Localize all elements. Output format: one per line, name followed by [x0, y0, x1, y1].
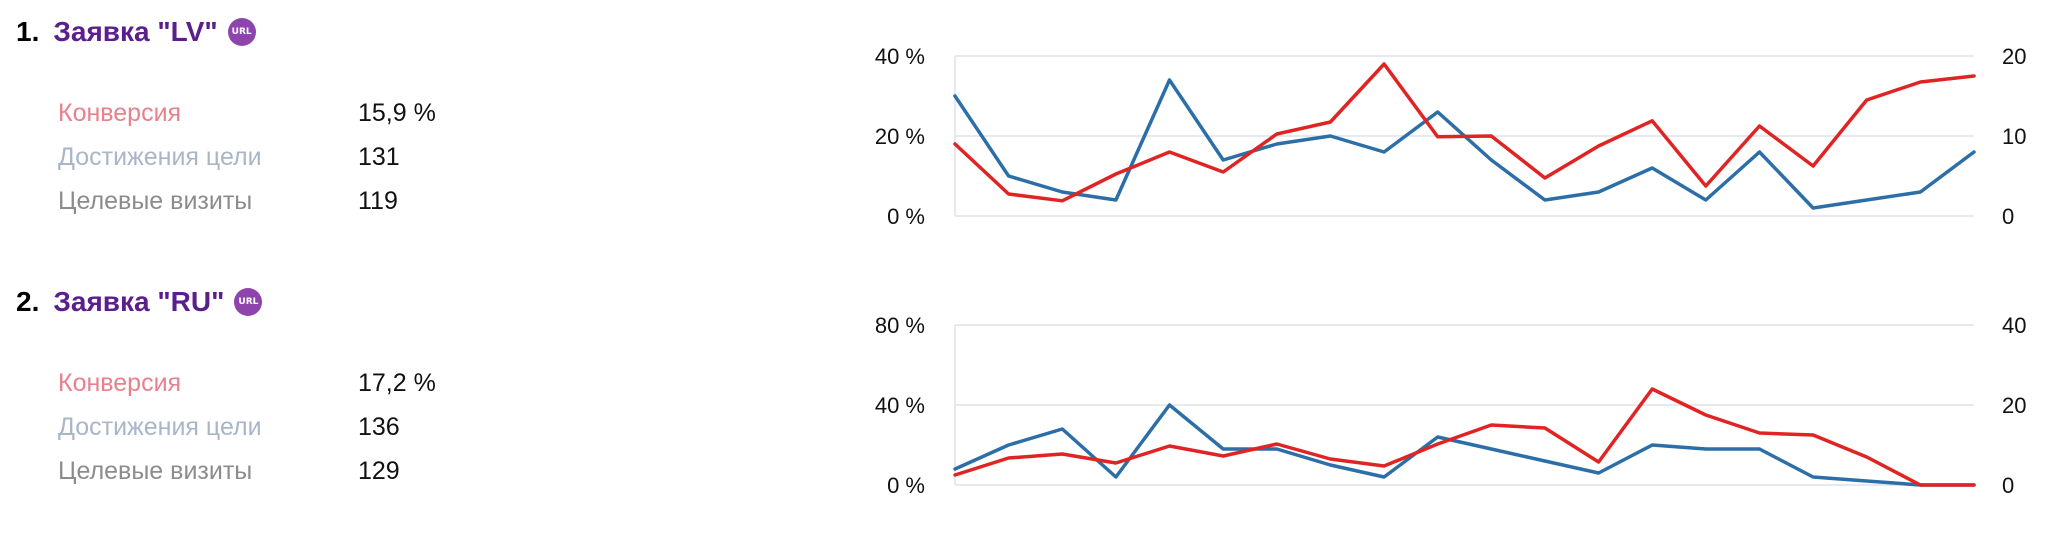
- right-axis-tick-label: 20: [2002, 44, 2026, 69]
- metric-value: 119: [358, 186, 398, 215]
- metric-value: 136: [358, 412, 400, 441]
- metric-value: 129: [358, 456, 400, 485]
- right-axis-tick-label: 40: [2002, 313, 2026, 338]
- goal-title-row: 1. Заявка "LV" URL: [16, 12, 256, 52]
- left-axis-tick-label: 0 %: [887, 204, 925, 229]
- chart-lv: 40 % 20 % 0 % 20 10 0: [875, 44, 2027, 229]
- left-axis-tick-label: 40 %: [875, 393, 925, 418]
- metric-goal-reaches: Достижения цели 131: [58, 140, 400, 174]
- metric-label: Целевые визиты: [58, 456, 253, 485]
- metric-value: 17,2 %: [358, 368, 436, 397]
- metric-label: Конверсия: [58, 368, 182, 397]
- metric-value: 15,9 %: [358, 98, 436, 127]
- metric-target-visits: Целевые визиты 119: [58, 184, 398, 218]
- goal-number: 1.: [16, 16, 40, 47]
- metric-goal-reaches: Достижения цели 136: [58, 410, 400, 444]
- url-badge-icon[interactable]: URL: [234, 288, 263, 316]
- right-axis-tick-label: 0: [2002, 204, 2014, 229]
- right-axis-tick-label: 10: [2002, 124, 2026, 149]
- left-axis-tick-label: 0 %: [887, 473, 925, 498]
- url-badge-icon[interactable]: URL: [227, 18, 256, 46]
- left-axis-tick-label: 80 %: [875, 313, 925, 338]
- metric-label: Конверсия: [58, 98, 182, 127]
- chart-ru: 80 % 40 % 0 % 40 20 0: [875, 313, 2027, 498]
- right-axis-tick-label: 20: [2002, 393, 2026, 418]
- visits-series-line: [953, 403, 1976, 487]
- visits-series-line: [953, 78, 1976, 210]
- metric-target-visits: Целевые визиты 129: [58, 454, 400, 488]
- left-axis-tick-label: 40 %: [875, 44, 925, 69]
- goal-name-link[interactable]: Заявка "RU": [53, 286, 225, 317]
- conversion-series-line: [953, 387, 1976, 487]
- goal-name-link[interactable]: Заявка "LV": [53, 16, 218, 47]
- metric-conversion: Конверсия 15,9 %: [58, 96, 436, 130]
- goal-title-row: 2. Заявка "RU" URL: [16, 282, 263, 322]
- metric-label: Достижения цели: [58, 412, 262, 441]
- metric-label: Достижения цели: [58, 142, 262, 171]
- right-axis-tick-label: 0: [2002, 473, 2014, 498]
- conversion-series-line: [953, 62, 1976, 203]
- left-axis-tick-label: 20 %: [875, 124, 925, 149]
- metric-conversion: Конверсия 17,2 %: [58, 366, 436, 400]
- metric-value: 131: [358, 142, 400, 171]
- metric-label: Целевые визиты: [58, 186, 253, 215]
- goal-number: 2.: [16, 286, 40, 317]
